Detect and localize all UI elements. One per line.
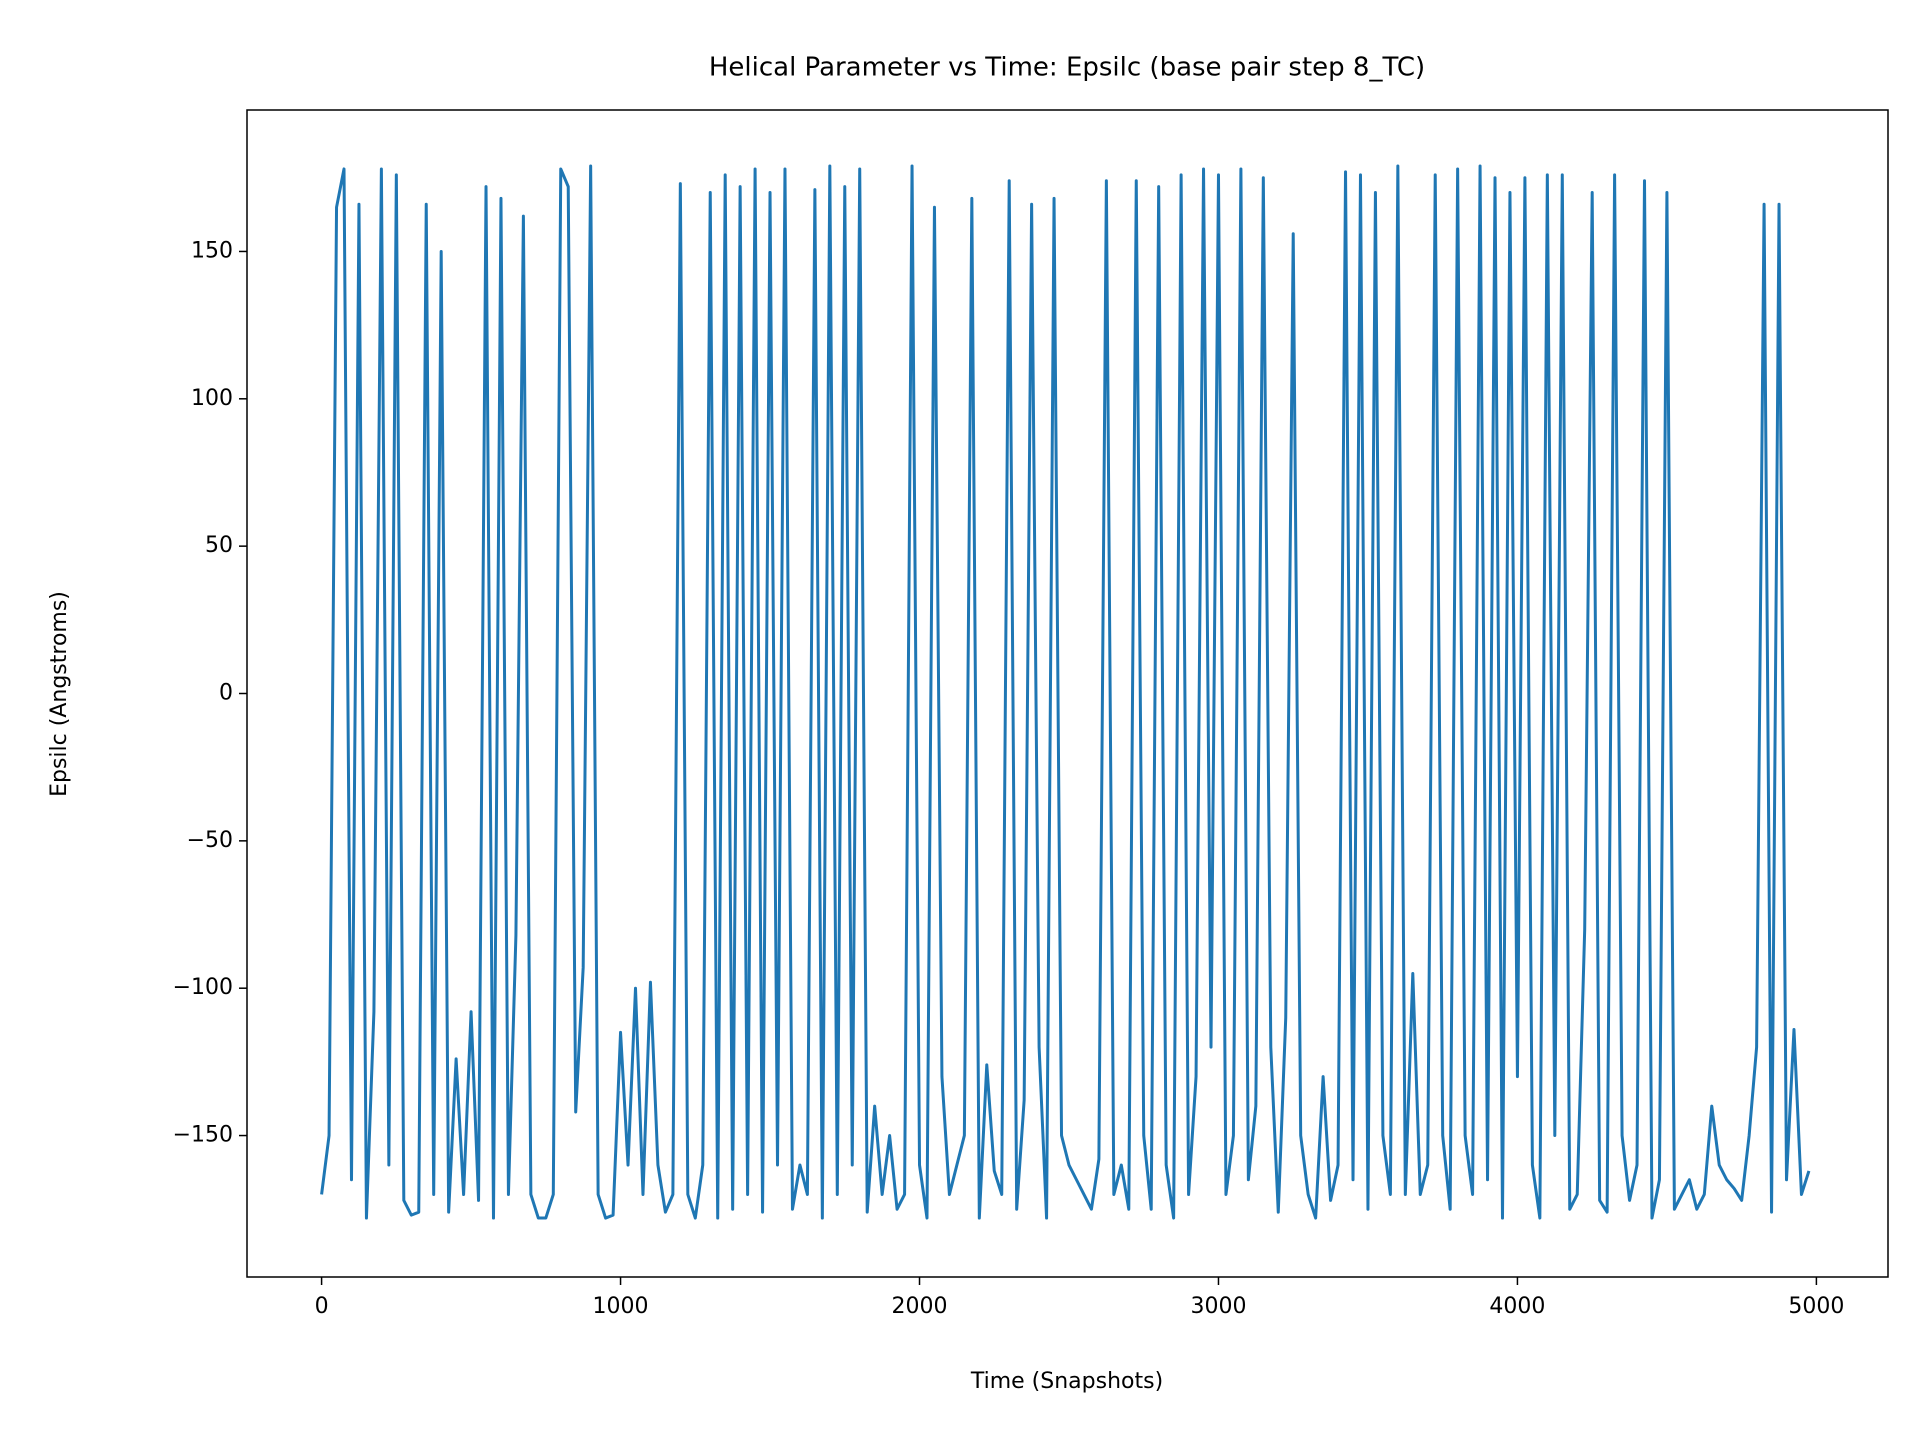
x-tick-label: 1000 bbox=[593, 1294, 649, 1319]
y-tick-label: −100 bbox=[173, 975, 233, 1000]
x-tick-label: 4000 bbox=[1489, 1294, 1545, 1319]
x-tick-label: 5000 bbox=[1788, 1294, 1844, 1319]
y-axis-label: Epsilc (Angstroms) bbox=[47, 591, 72, 797]
x-axis-label: Time (Snapshots) bbox=[970, 1369, 1163, 1394]
y-tick-label: 150 bbox=[191, 238, 233, 263]
x-tick-label: 3000 bbox=[1190, 1294, 1246, 1319]
chart-title: Helical Parameter vs Time: Epsilc (base … bbox=[709, 53, 1425, 83]
data-line bbox=[320, 164, 1811, 1220]
y-tick-label: 100 bbox=[191, 386, 233, 411]
plot-frame bbox=[246, 109, 1889, 1278]
y-tick-label: 50 bbox=[205, 533, 233, 558]
y-tick-label: −50 bbox=[187, 828, 233, 853]
x-tick-label: 2000 bbox=[892, 1294, 948, 1319]
x-tick-label: 0 bbox=[315, 1294, 329, 1319]
y-tick-label: 0 bbox=[219, 681, 233, 706]
y-tick-label: −150 bbox=[173, 1123, 233, 1148]
